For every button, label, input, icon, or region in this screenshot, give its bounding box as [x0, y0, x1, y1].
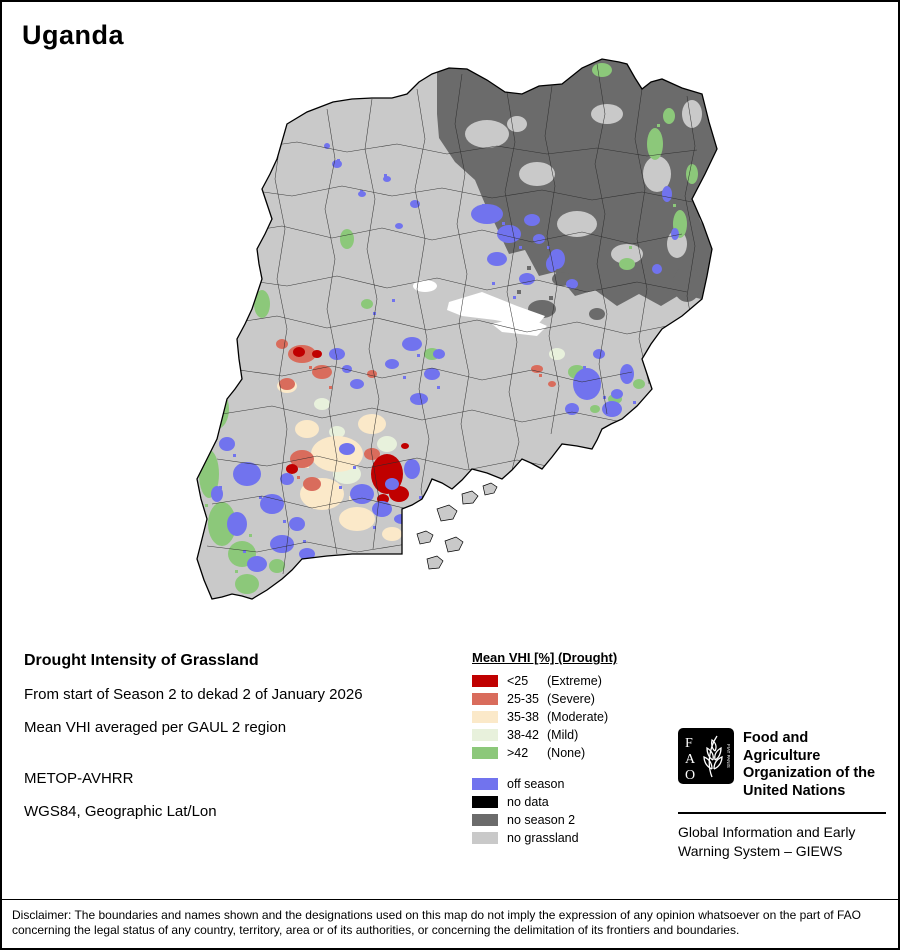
fao-logo-motto: FIAT PANIS	[726, 744, 731, 768]
legend-row-moderate: 35-38 (Moderate)	[472, 710, 617, 724]
legend-swatch-no-data	[472, 796, 498, 808]
legend-class-name: (Moderate)	[547, 710, 609, 724]
legend-swatch-mild	[472, 729, 498, 741]
legend-swatch-extreme	[472, 675, 498, 687]
map-aggregation: Mean VHI averaged per GAUL 2 region	[24, 719, 287, 736]
legend-row-off-season: off season	[472, 777, 617, 791]
legend-gap	[472, 764, 617, 777]
legend-class-name: (Severe)	[547, 692, 595, 706]
legend: Mean VHI [%] (Drought) <25 (Extreme) 25-…	[472, 650, 617, 849]
country-outline	[196, 58, 718, 600]
legend-range: 38-42	[507, 728, 539, 742]
legend-class-name: (Extreme)	[547, 674, 602, 688]
legend-range: >42	[507, 746, 529, 760]
legend-extra-label: off season	[507, 777, 565, 791]
fao-logo-letter: F	[685, 736, 693, 751]
region-vhi-extreme	[286, 347, 409, 504]
legend-range: 25-35	[507, 692, 539, 706]
legend-class-name: (Mild)	[547, 728, 579, 742]
giews-name: Global Information and Early Warning Sys…	[678, 824, 856, 859]
legend-row-no-grassland: no grassland	[472, 831, 617, 845]
legend-class-name: (None)	[547, 746, 586, 760]
legend-swatch-none	[472, 747, 498, 759]
legend-swatch-severe	[472, 693, 498, 705]
legend-swatch-no-season2	[472, 814, 498, 826]
map-projection: WGS84, Geographic Lat/Lon	[24, 803, 217, 820]
uganda-drought-map	[196, 58, 718, 600]
legend-row-severe: 25-35 (Severe)	[472, 692, 617, 706]
lake-islands	[416, 482, 498, 570]
fao-logo-letter: A	[685, 752, 696, 767]
map-period: From start of Season 2 to dekad 2 of Jan…	[24, 686, 363, 703]
fao-logo-letter: O	[685, 768, 695, 783]
legend-range: <25	[507, 674, 529, 688]
region-off-season	[211, 143, 679, 572]
legend-extra-label: no season 2	[507, 813, 576, 827]
wheat-ear-icon	[703, 735, 723, 778]
legend-extra-label: no grassland	[507, 831, 579, 845]
org-divider	[678, 812, 886, 814]
legend-swatch-moderate	[472, 711, 498, 723]
legend-range: 35-38	[507, 710, 539, 724]
legend-row-mild: 38-42 (Mild)	[472, 728, 617, 742]
fao-logo: F A O FIAT PANIS	[678, 728, 734, 784]
legend-row-no-data: no data	[472, 795, 617, 809]
page-title: Uganda	[22, 20, 125, 50]
legend-title: Mean VHI [%] (Drought)	[472, 650, 618, 665]
legend-extra-label: no data	[507, 795, 549, 809]
legend-row-no-season2: no season 2	[472, 813, 617, 827]
disclaimer: Disclaimer: The boundaries and names sho…	[2, 899, 898, 948]
legend-swatch-no-grassland	[472, 832, 498, 844]
legend-swatch-off-season	[472, 778, 498, 790]
legend-row-none: >42 (None)	[472, 746, 617, 760]
org-block: F A O FIAT PANIS Food and Agriculture Or…	[678, 728, 886, 861]
map-subtitle: Drought Intensity of Grassland	[24, 652, 259, 669]
map-info: Drought Intensity of Grassland From star…	[24, 652, 363, 836]
map-sensor: METOP-AVHRR	[24, 770, 134, 787]
legend-row-extreme: <25 (Extreme)	[472, 674, 617, 688]
fao-name: Food and Agriculture Organization of the…	[743, 730, 876, 799]
